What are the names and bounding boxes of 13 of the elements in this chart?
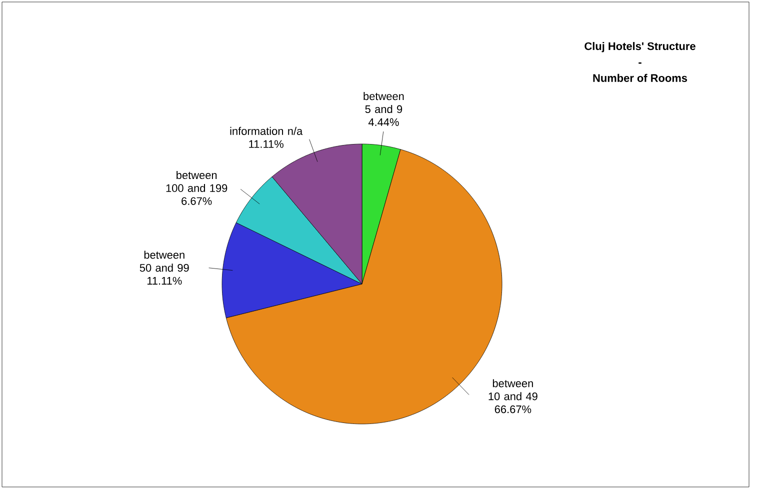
slice-label: between 5 and 9 bbox=[364, 92, 404, 114]
text: Cluj Hotels' Structure bbox=[584, 42, 696, 52]
text: - bbox=[638, 62, 642, 64]
slice-label: between 100 and 199 bbox=[166, 171, 228, 192]
legend-label: between 10 and 49 bbox=[488, 379, 538, 400]
text: Number of Rooms bbox=[593, 74, 688, 82]
data-label: 11.11% bbox=[249, 140, 284, 148]
data-label: 4.44% bbox=[368, 118, 399, 126]
data-label: 6.67% bbox=[182, 197, 212, 205]
slice-label: between 50 and 99 bbox=[140, 250, 189, 272]
slice-label: information n/a bbox=[230, 126, 303, 135]
data-label: 66.67% bbox=[494, 405, 532, 414]
data-label: 11.11% bbox=[147, 276, 182, 285]
